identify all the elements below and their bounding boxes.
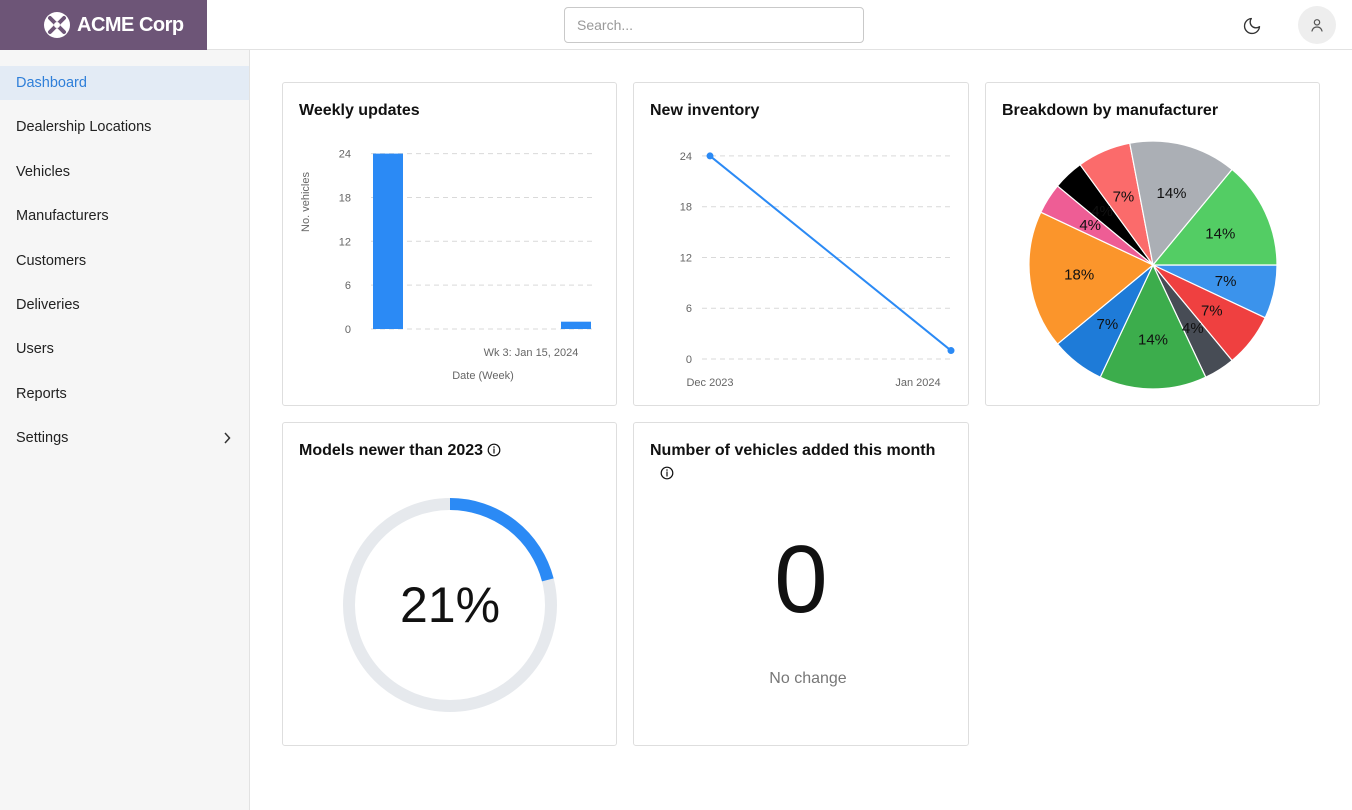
card-title: Breakdown by manufacturer xyxy=(1002,102,1219,119)
chevron-right-icon xyxy=(224,432,231,444)
new-inventory-chart: 0 6 12 18 24 Dec 2023 Jan 2024 xyxy=(680,151,955,389)
new-inventory-card: New inventory 0 6 12 18 24 Dec 2023 Jan 2024 xyxy=(633,82,969,406)
sidebar-item-label: Reports xyxy=(16,385,67,402)
sidebar-item-label: Users xyxy=(16,341,54,358)
sidebar-item-customers[interactable]: Customers xyxy=(0,244,249,278)
y-tick-label: 18 xyxy=(680,202,692,214)
user-icon xyxy=(1311,19,1323,32)
slice-label: 4% xyxy=(1091,203,1113,220)
sidebar-item-label: Settings xyxy=(16,430,69,447)
y-tick-label: 6 xyxy=(345,280,351,292)
pie-slice xyxy=(1028,211,1155,345)
user-avatar-button[interactable] xyxy=(1298,6,1336,44)
sidebar-item-label: Deliveries xyxy=(16,296,80,313)
moon-icon xyxy=(1243,17,1261,35)
y-tick-label: 12 xyxy=(680,252,692,264)
sidebar-item-label: Dashboard xyxy=(16,75,87,91)
y-axis-label: No. vehicles xyxy=(300,172,312,232)
search-input[interactable] xyxy=(564,7,864,43)
series-line xyxy=(709,155,952,352)
sidebar-item-label: Vehicles xyxy=(16,163,71,180)
sidebar-item-deliveries[interactable]: Deliveries xyxy=(0,288,249,322)
models-newer-card: Models newer than 2023 21% xyxy=(282,422,617,746)
models-gauge-chart: 21% xyxy=(343,498,557,712)
sidebar-item-vehicles[interactable]: Vehicles xyxy=(0,155,249,189)
card-title: Weekly updates xyxy=(299,102,420,119)
slice-label: 4% xyxy=(1182,320,1204,337)
pie-slice xyxy=(1099,263,1207,390)
data-point xyxy=(947,347,955,355)
theme-toggle-button[interactable] xyxy=(1237,11,1267,41)
slice-label: 14% xyxy=(1138,331,1168,348)
sidebar-item-dashboard[interactable]: Dashboard xyxy=(0,66,249,100)
pie-slice xyxy=(1129,140,1233,267)
sidebar-item-label: Dealership Locations xyxy=(16,119,152,136)
weekly-updates-chart: 0 6 12 18 24 Wk 3: Jan 15, 2024 Date (Week) No.… xyxy=(300,149,595,382)
info-icon[interactable] xyxy=(660,466,674,480)
vehicles-added-card: Number of vehicles added this month 0 No… xyxy=(633,422,969,746)
y-tick-label: 0 xyxy=(686,354,692,366)
sidebar-item-settings[interactable]: Settings xyxy=(0,421,249,455)
card-title: Number of vehicles added this month xyxy=(650,442,936,459)
slice-label: 7% xyxy=(1113,189,1135,206)
slice-label: 7% xyxy=(1201,303,1223,320)
x-tick-label: Jan 2024 xyxy=(895,377,940,389)
bar xyxy=(373,153,403,329)
y-tick-label: 6 xyxy=(686,303,692,315)
sidebar: Dashboard Dealership Locations Vehicles … xyxy=(0,50,250,810)
info-icon[interactable] xyxy=(487,443,501,457)
sidebar-item-dealership-locations[interactable]: Dealership Locations xyxy=(0,110,249,144)
gauge-progress xyxy=(449,498,554,582)
y-tick-label: 18 xyxy=(339,192,351,204)
y-tick-label: 12 xyxy=(339,236,351,248)
x-tick-label: Dec 2023 xyxy=(686,377,733,389)
slice-label: 7% xyxy=(1097,316,1119,333)
y-tick-label: 24 xyxy=(339,149,351,161)
card-title: Models newer than 2023 xyxy=(299,442,484,459)
change-indicator: No change xyxy=(769,670,847,687)
y-tick-label: 0 xyxy=(345,324,351,336)
vehicles-added-value: 0 xyxy=(774,526,828,633)
manufacturer-breakdown-card: Breakdown by manufacturer 7% 7% 4% 14% 7% 18%… xyxy=(985,82,1320,406)
data-point xyxy=(706,152,714,160)
sidebar-item-reports[interactable]: Reports xyxy=(0,377,249,411)
brand-name: ACME Corp xyxy=(77,13,184,36)
sidebar-item-label: Customers xyxy=(16,252,87,269)
slice-label: 18% xyxy=(1064,266,1094,283)
slice-label: 7% xyxy=(1215,273,1237,290)
card-title-row: Models newer than 2023 xyxy=(299,442,501,460)
manufacturer-pie-chart: 7%7%4%14%7%18%4%4%7% 14%14% xyxy=(1028,140,1278,390)
slice-label: 14% xyxy=(1156,185,1186,202)
gauge-value: 21% xyxy=(400,577,500,633)
bar xyxy=(561,321,591,329)
pie-slice xyxy=(1151,168,1278,266)
card-title: New inventory xyxy=(650,102,760,119)
top-bar: ACME Corp xyxy=(0,0,1352,50)
sidebar-item-label: Manufacturers xyxy=(16,208,109,225)
y-tick-label: 24 xyxy=(680,151,692,163)
weekly-updates-card: Weekly updates 0 6 12 18 24 Wk 3: Jan 15, 202… xyxy=(282,82,617,406)
brand-mark-icon xyxy=(44,12,70,38)
slice-label: 4% xyxy=(1079,217,1101,234)
x-tick-label: Wk 3: Jan 15, 2024 xyxy=(484,347,579,359)
sidebar-item-manufacturers[interactable]: Manufacturers xyxy=(0,199,249,233)
slice-label: 14% xyxy=(1205,225,1235,242)
brand-logo[interactable]: ACME Corp xyxy=(0,0,207,50)
sidebar-item-users[interactable]: Users xyxy=(0,332,249,366)
x-axis-label: Date (Week) xyxy=(452,370,514,382)
